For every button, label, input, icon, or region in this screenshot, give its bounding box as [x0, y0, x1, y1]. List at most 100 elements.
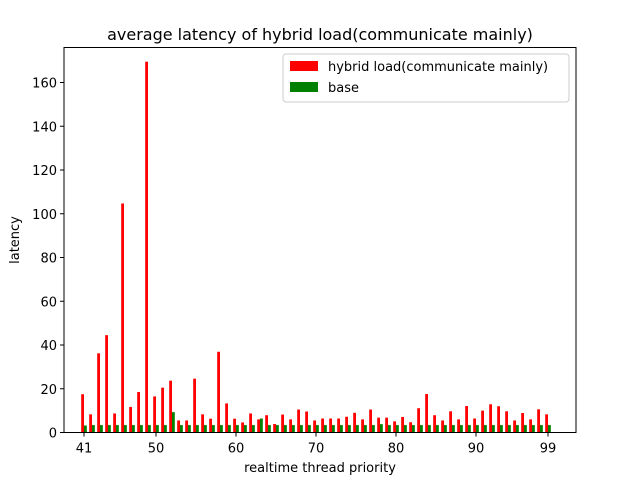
bar-hybrid-53: [177, 420, 180, 433]
y-tick-label: 120: [32, 164, 57, 179]
bar-base-74: [348, 425, 351, 433]
legend-swatch-hybrid: [290, 61, 318, 71]
bar-hybrid-66: [281, 414, 284, 433]
y-axis-ticks: 0 20 40 60 80 100 120 140 160: [32, 77, 64, 442]
bar-hybrid-91: [481, 410, 484, 433]
bar-hybrid-68: [297, 409, 300, 433]
bar-base-56: [204, 425, 207, 433]
bar-base-98: [540, 425, 543, 433]
bar-base-54: [188, 425, 191, 433]
bar-hybrid-44: [105, 335, 108, 433]
plot-frame: [63, 47, 577, 433]
y-tick-label: 0: [49, 427, 57, 442]
bar-base-92: [492, 425, 495, 433]
bar-hybrid-47: [129, 406, 132, 433]
bar-base-66: [284, 425, 287, 433]
x-tick-label: 41: [76, 442, 93, 457]
bar-base-80: [396, 425, 399, 433]
bar-base-91: [484, 425, 487, 433]
bar-base-50: [156, 425, 159, 433]
bar-hybrid-98: [537, 409, 540, 433]
y-tick-label: 160: [32, 77, 57, 92]
bar-hybrid-43: [97, 353, 100, 433]
bar-base-89: [468, 425, 471, 433]
bar-base-43: [100, 425, 103, 433]
y-tick-label: 60: [40, 295, 57, 310]
bar-base-45: [116, 425, 119, 433]
bar-base-70: [316, 425, 319, 433]
bar-hybrid-87: [449, 411, 452, 433]
bar-hybrid-79: [385, 417, 388, 433]
bar-base-48: [140, 425, 143, 433]
bar-hybrid-74: [345, 416, 348, 433]
bar-base-76: [364, 425, 367, 433]
bar-base-96: [524, 425, 527, 433]
bar-base-67: [292, 425, 295, 433]
bar-hybrid-71: [321, 418, 324, 433]
bar-hybrid-86: [441, 420, 444, 433]
bar-hybrid-56: [201, 414, 204, 433]
bar-base-64: [268, 425, 271, 433]
bar-hybrid-78: [377, 417, 380, 433]
bar-hybrid-76: [361, 419, 364, 433]
bar-base-60: [236, 425, 239, 433]
bar-base-62: [252, 425, 255, 433]
bar-base-79: [388, 425, 391, 433]
bar-base-63: [260, 418, 263, 433]
bar-base-55: [196, 425, 199, 433]
bar-hybrid-52: [169, 380, 172, 433]
bar-hybrid-88: [457, 419, 460, 433]
bar-hybrid-57: [209, 418, 212, 433]
bar-hybrid-51: [161, 387, 164, 433]
bar-base-47: [132, 425, 135, 433]
bar-hybrid-55: [193, 378, 196, 433]
x-tick-label: 90: [468, 442, 485, 457]
bar-hybrid-92: [489, 404, 492, 433]
legend-label-hybrid: hybrid load(communicate mainly): [328, 60, 548, 75]
bar-hybrid-90: [473, 418, 476, 433]
y-tick-label: 100: [32, 208, 57, 223]
legend: hybrid load(communicate mainly) base: [282, 53, 570, 103]
chart-title: average latency of hybrid load(communica…: [107, 25, 533, 44]
bar-base-59: [228, 425, 231, 433]
bar-layer: [81, 61, 551, 433]
bar-hybrid-96: [521, 413, 524, 433]
bar-base-86: [444, 425, 447, 433]
bar-base-78: [380, 424, 383, 433]
bar-base-88: [460, 425, 463, 433]
bar-base-95: [516, 425, 519, 433]
bar-base-81: [404, 425, 407, 433]
bar-base-44: [108, 425, 111, 433]
bar-base-99: [548, 425, 551, 433]
bar-hybrid-70: [313, 420, 316, 433]
bar-base-49: [148, 425, 151, 433]
bar-hybrid-50: [153, 396, 156, 433]
bar-hybrid-85: [433, 415, 436, 433]
bar-hybrid-60: [233, 418, 236, 433]
bar-hybrid-84: [425, 394, 428, 433]
bar-base-97: [532, 425, 535, 433]
bar-base-69: [308, 425, 311, 433]
y-tick-label: 20: [40, 383, 57, 398]
bar-base-82: [412, 425, 415, 433]
x-tick-label: 70: [308, 442, 325, 457]
bar-hybrid-75: [353, 412, 356, 433]
x-tick-label: 99: [540, 442, 557, 457]
bar-base-42: [92, 425, 95, 433]
y-tick-label: 140: [32, 120, 57, 135]
bar-hybrid-99: [545, 414, 548, 433]
bar-base-46: [124, 425, 127, 433]
y-tick-label: 40: [40, 339, 57, 354]
bar-hybrid-46: [121, 203, 124, 433]
bar-base-84: [428, 425, 431, 433]
bar-hybrid-41: [81, 394, 84, 433]
bar-base-58: [220, 425, 223, 433]
x-tick-label: 80: [388, 442, 405, 457]
bar-hybrid-89: [465, 406, 468, 433]
bar-base-51: [164, 425, 167, 433]
bar-base-77: [372, 425, 375, 433]
bar-base-90: [476, 425, 479, 433]
bar-hybrid-62: [249, 413, 252, 433]
bar-hybrid-80: [393, 421, 396, 433]
